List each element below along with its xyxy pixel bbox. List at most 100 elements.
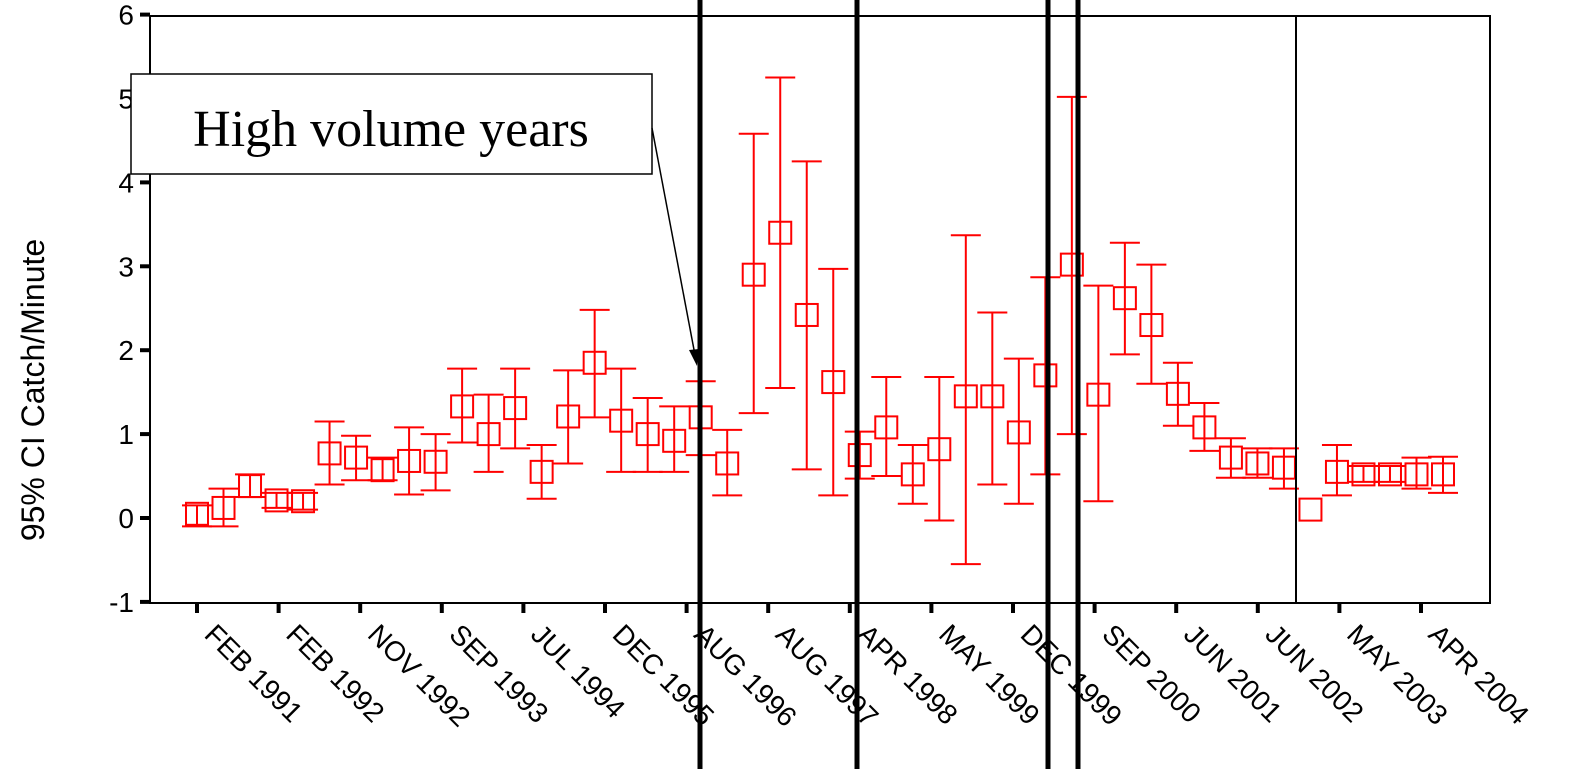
y-tick-label: 4 <box>118 167 134 198</box>
data-point <box>473 393 504 473</box>
data-point <box>1215 437 1246 479</box>
annotation: High volume years <box>130 73 699 366</box>
data-point <box>977 311 1008 486</box>
data-point <box>500 367 531 450</box>
mean-marker <box>662 428 687 453</box>
mean-marker <box>476 422 501 447</box>
mean-marker <box>1377 462 1402 487</box>
data-point <box>791 160 822 471</box>
data-point <box>1268 447 1299 490</box>
data-point <box>606 367 637 473</box>
plot-frame <box>149 15 1491 604</box>
data-point <box>420 433 451 492</box>
data-point <box>738 132 769 415</box>
mean-marker <box>1404 462 1429 487</box>
mean-marker <box>1192 415 1217 440</box>
data-point <box>950 234 981 566</box>
data-point <box>818 267 849 497</box>
data-point <box>579 308 610 419</box>
mean-marker <box>1218 445 1243 470</box>
data-point <box>1374 462 1405 487</box>
data-point <box>1189 402 1220 452</box>
mean-marker <box>1086 382 1111 407</box>
annotation-box <box>130 73 653 175</box>
mean-marker <box>582 350 607 375</box>
data-point <box>288 489 319 514</box>
mean-marker <box>980 384 1005 409</box>
data-point <box>235 473 266 499</box>
y-tick-label: -1 <box>109 587 134 618</box>
mean-marker <box>874 415 899 440</box>
mean-marker <box>185 501 209 526</box>
data-point <box>1321 444 1352 497</box>
mean-marker <box>344 445 369 470</box>
mean-marker <box>1006 420 1031 445</box>
mean-marker <box>1139 313 1164 338</box>
mean-marker <box>768 220 793 245</box>
mean-marker <box>900 462 925 487</box>
mean-marker <box>1431 462 1455 487</box>
data-point <box>1109 241 1140 356</box>
mean-marker <box>264 488 289 513</box>
data-point <box>1348 462 1379 487</box>
data-point <box>1162 361 1193 427</box>
mean-marker <box>556 404 581 429</box>
mean-marker <box>1033 363 1058 388</box>
y-tick-label: 6 <box>118 0 134 31</box>
mean-marker <box>1298 497 1323 522</box>
mean-marker <box>741 262 766 287</box>
series-layer <box>182 76 1458 566</box>
mean-marker <box>503 396 528 421</box>
data-point <box>1428 455 1458 494</box>
mean-marker <box>238 474 263 499</box>
period-divider-lines <box>697 0 1297 769</box>
mean-marker <box>317 441 342 466</box>
y-tick-label: 1 <box>118 419 134 450</box>
mean-marker <box>1059 252 1084 277</box>
data-point <box>1401 456 1432 490</box>
data-point <box>1242 447 1273 479</box>
data-point <box>314 420 345 486</box>
data-point <box>1056 95 1087 436</box>
mean-marker <box>1112 286 1137 311</box>
data-point <box>553 369 584 465</box>
mean-marker <box>715 451 740 476</box>
mean-marker <box>1351 462 1376 487</box>
mean-marker <box>423 449 448 474</box>
mean-marker <box>847 443 872 468</box>
mean-marker <box>635 422 660 447</box>
data-point <box>367 456 398 483</box>
data-point <box>447 367 478 444</box>
mean-marker <box>927 437 952 462</box>
data-point <box>871 376 902 478</box>
mean-marker <box>529 459 554 484</box>
data-point <box>712 428 743 497</box>
data-point <box>659 405 690 473</box>
mean-marker <box>953 384 978 409</box>
annotation-arrowhead <box>689 349 699 366</box>
mean-marker <box>609 408 634 433</box>
y-axis-label: 95% CI Catch/Minute <box>15 239 51 541</box>
y-tick-label: 5 <box>118 84 134 115</box>
data-point <box>765 76 796 389</box>
mean-marker <box>821 370 846 395</box>
mean-marker <box>1271 455 1296 480</box>
data-point <box>1030 276 1061 476</box>
mean-marker <box>370 458 395 483</box>
mean-marker <box>1245 451 1270 476</box>
mean-marker <box>1165 381 1190 406</box>
y-tick-label: 0 <box>118 503 134 534</box>
data-point <box>1136 263 1167 385</box>
y-axis: -1 0 1 2 3 4 5 6 <box>109 0 150 618</box>
data-point <box>924 376 955 522</box>
y-tick-label: 3 <box>118 251 134 282</box>
data-point <box>1083 284 1114 503</box>
data-point <box>341 434 372 482</box>
mean-marker <box>291 489 316 514</box>
annotation-text: High volume years <box>193 101 589 158</box>
data-point <box>844 430 875 480</box>
data-point <box>897 444 928 505</box>
data-point <box>182 501 212 528</box>
